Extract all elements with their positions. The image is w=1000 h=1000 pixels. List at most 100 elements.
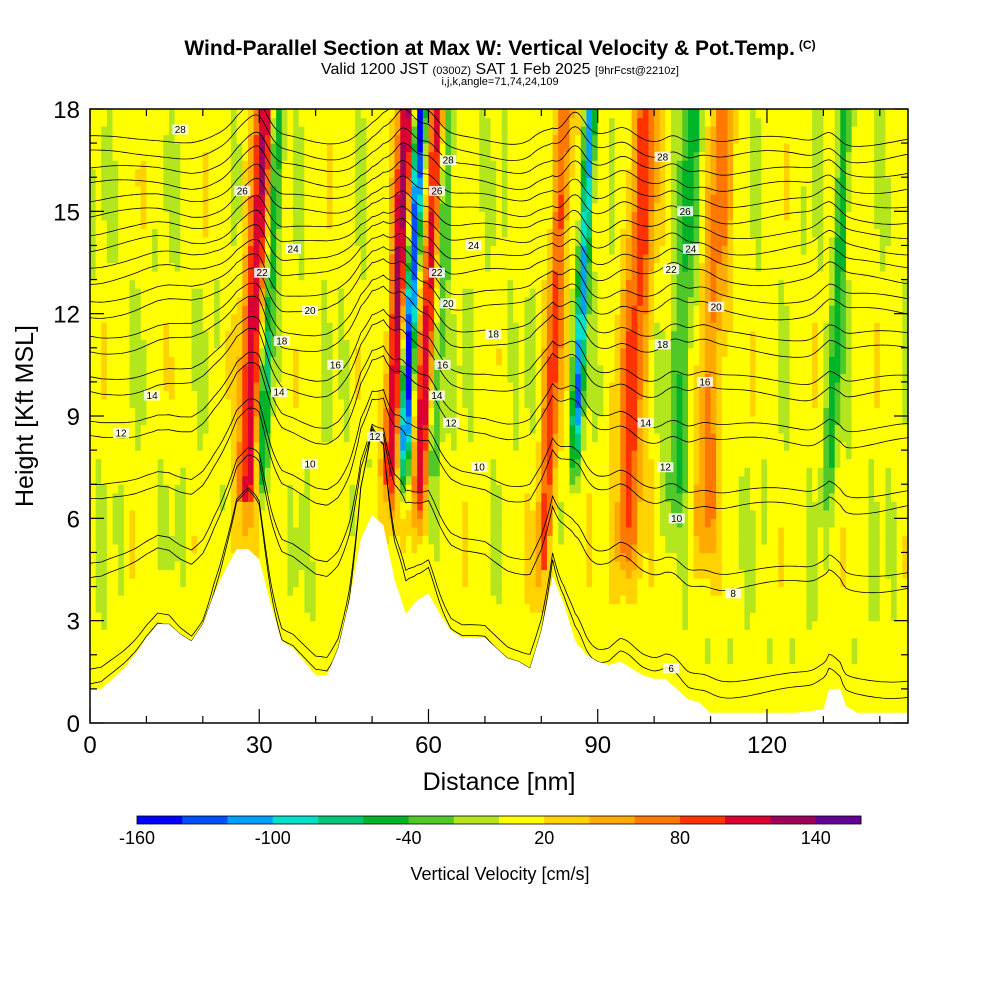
velocity-cell bbox=[372, 441, 379, 451]
velocity-cell bbox=[197, 322, 204, 332]
velocity-cell bbox=[101, 407, 108, 417]
velocity-cell bbox=[247, 501, 255, 511]
velocity-cell bbox=[321, 194, 328, 204]
velocity-cell bbox=[197, 168, 204, 178]
velocity-cell bbox=[298, 509, 305, 519]
velocity-cell bbox=[276, 373, 283, 383]
velocity-cell bbox=[349, 364, 356, 374]
velocity-cell bbox=[123, 313, 131, 323]
velocity-cell bbox=[123, 467, 131, 477]
velocity-cell bbox=[304, 475, 311, 485]
velocity-cell bbox=[473, 322, 480, 332]
velocity-cell bbox=[360, 475, 368, 485]
velocity-cell bbox=[106, 586, 114, 596]
velocity-cell bbox=[276, 151, 283, 161]
velocity-cell bbox=[377, 416, 384, 426]
velocity-cell bbox=[439, 117, 447, 127]
velocity-cell bbox=[219, 245, 226, 255]
velocity-cell bbox=[112, 177, 119, 187]
velocity-cell bbox=[185, 194, 193, 204]
velocity-cell bbox=[473, 450, 480, 460]
velocity-cell bbox=[372, 509, 379, 519]
velocity-cell bbox=[168, 143, 176, 153]
velocity-cell bbox=[439, 603, 447, 613]
velocity-cell bbox=[326, 228, 334, 238]
velocity-cell bbox=[157, 578, 164, 588]
velocity-cell bbox=[112, 586, 119, 596]
velocity-cell bbox=[253, 211, 260, 221]
velocity-cell bbox=[355, 407, 362, 417]
velocity-cell bbox=[242, 160, 249, 170]
velocity-cell bbox=[225, 356, 232, 366]
velocity-cell bbox=[180, 620, 187, 630]
velocity-cell bbox=[462, 134, 469, 144]
velocity-cell bbox=[202, 543, 210, 554]
velocity-cell bbox=[315, 143, 322, 153]
velocity-cell bbox=[90, 646, 97, 656]
velocity-cell bbox=[174, 416, 181, 426]
velocity-cell bbox=[321, 475, 328, 485]
velocity-cell bbox=[90, 219, 97, 229]
velocity-cell bbox=[422, 535, 430, 545]
velocity-cell bbox=[298, 407, 305, 417]
velocity-cell bbox=[157, 160, 164, 170]
velocity-cell bbox=[394, 296, 401, 306]
grid-info: i,j,k,angle=71,74,24,109 bbox=[441, 76, 559, 88]
velocity-cell bbox=[231, 185, 238, 195]
velocity-cell bbox=[428, 569, 435, 579]
velocity-cell bbox=[140, 322, 148, 332]
velocity-cell bbox=[287, 364, 294, 374]
velocity-cell bbox=[315, 569, 322, 579]
velocity-cell bbox=[321, 416, 328, 426]
velocity-cell bbox=[377, 262, 384, 272]
velocity-cell bbox=[462, 168, 469, 178]
velocity-cell bbox=[360, 305, 368, 315]
velocity-cell bbox=[293, 646, 300, 656]
velocity-cell bbox=[208, 501, 215, 511]
velocity-cell bbox=[372, 202, 379, 212]
velocity-cell bbox=[106, 126, 114, 136]
velocity-cell bbox=[129, 433, 136, 443]
velocity-cell bbox=[332, 262, 339, 272]
velocity-cell bbox=[174, 560, 181, 571]
velocity-cell bbox=[152, 194, 159, 204]
velocity-cell bbox=[360, 126, 368, 136]
velocity-cell bbox=[253, 126, 260, 136]
velocity-cell bbox=[338, 390, 345, 400]
velocity-cell bbox=[343, 296, 351, 306]
velocity-cell bbox=[259, 398, 266, 409]
velocity-cell bbox=[253, 475, 260, 485]
velocity-cell bbox=[197, 262, 204, 272]
velocity-cell bbox=[467, 407, 475, 417]
velocity-cell bbox=[135, 569, 142, 579]
velocity-cell bbox=[202, 288, 210, 298]
velocity-cell bbox=[287, 228, 294, 238]
velocity-cell bbox=[366, 398, 373, 409]
velocity-cell bbox=[411, 305, 418, 315]
velocity-cell bbox=[276, 552, 283, 562]
velocity-cell bbox=[231, 126, 238, 136]
velocity-cell bbox=[140, 356, 148, 366]
velocity-cell bbox=[332, 603, 339, 613]
velocity-cell bbox=[473, 407, 480, 417]
velocity-cell bbox=[321, 279, 328, 289]
velocity-cell bbox=[473, 330, 480, 340]
velocity-cell bbox=[293, 185, 300, 195]
velocity-cell bbox=[338, 109, 345, 119]
velocity-cell bbox=[185, 595, 193, 605]
velocity-cell bbox=[451, 467, 458, 477]
velocity-cell bbox=[310, 185, 317, 195]
velocity-cell bbox=[338, 151, 345, 161]
velocity-cell bbox=[343, 364, 351, 374]
velocity-cell bbox=[372, 160, 379, 170]
velocity-cell bbox=[360, 202, 368, 212]
velocity-cell bbox=[135, 586, 142, 596]
velocity-cell bbox=[315, 398, 322, 409]
velocity-cell bbox=[473, 398, 480, 409]
velocity-cell bbox=[451, 219, 458, 229]
velocity-cell bbox=[118, 458, 125, 468]
velocity-cell bbox=[208, 569, 215, 579]
velocity-cell bbox=[338, 441, 345, 451]
velocity-cell bbox=[439, 441, 447, 451]
velocity-cell bbox=[473, 509, 480, 519]
